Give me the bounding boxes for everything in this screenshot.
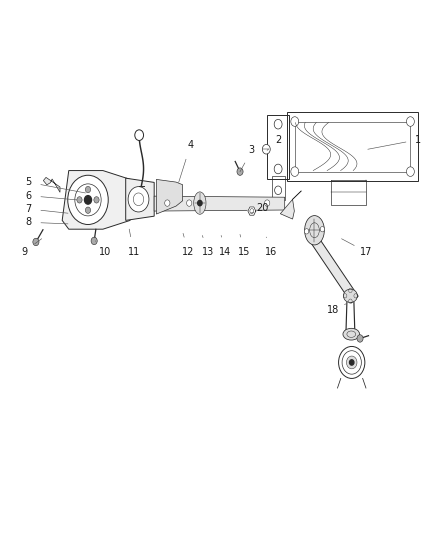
Polygon shape — [43, 177, 60, 192]
Circle shape — [91, 237, 97, 245]
Circle shape — [128, 187, 149, 212]
Circle shape — [262, 144, 270, 154]
Polygon shape — [154, 196, 285, 211]
Text: 2: 2 — [275, 135, 281, 144]
Circle shape — [406, 167, 414, 176]
Bar — [267, 115, 289, 179]
Circle shape — [275, 186, 282, 195]
Ellipse shape — [343, 328, 360, 340]
Text: 12: 12 — [182, 247, 194, 256]
Text: 14: 14 — [219, 247, 232, 256]
Ellipse shape — [343, 289, 357, 303]
Circle shape — [94, 197, 99, 203]
Text: 4: 4 — [187, 140, 194, 150]
Bar — [272, 176, 285, 200]
Text: 17: 17 — [360, 247, 372, 256]
Circle shape — [339, 346, 365, 378]
Polygon shape — [307, 231, 358, 303]
Bar — [287, 112, 418, 181]
Circle shape — [291, 167, 299, 176]
Polygon shape — [126, 178, 154, 221]
Text: 16: 16 — [265, 247, 278, 256]
Circle shape — [350, 360, 354, 365]
Circle shape — [85, 196, 92, 204]
Polygon shape — [248, 207, 256, 215]
Circle shape — [357, 335, 363, 342]
Circle shape — [304, 229, 309, 234]
Text: 7: 7 — [25, 204, 32, 214]
Circle shape — [406, 117, 414, 126]
Text: 11: 11 — [127, 247, 140, 256]
Ellipse shape — [304, 215, 324, 245]
Text: 15: 15 — [238, 247, 251, 256]
Circle shape — [85, 187, 91, 193]
Circle shape — [187, 200, 192, 206]
Text: 3: 3 — [249, 146, 255, 155]
Circle shape — [265, 200, 270, 206]
Polygon shape — [62, 171, 130, 229]
Polygon shape — [156, 180, 183, 214]
Bar — [331, 180, 366, 205]
Circle shape — [68, 175, 108, 224]
Text: 13: 13 — [202, 247, 214, 256]
Text: 10: 10 — [99, 247, 111, 256]
Circle shape — [33, 238, 39, 246]
Circle shape — [85, 207, 91, 213]
Text: 18: 18 — [327, 305, 339, 315]
Circle shape — [274, 119, 282, 129]
Text: 1: 1 — [415, 135, 421, 144]
Bar — [295, 122, 410, 172]
Circle shape — [291, 117, 299, 126]
Text: 6: 6 — [25, 191, 32, 200]
Circle shape — [346, 356, 357, 369]
Circle shape — [320, 227, 325, 232]
Circle shape — [274, 164, 282, 174]
Text: 9: 9 — [21, 247, 27, 256]
Circle shape — [198, 200, 202, 206]
Circle shape — [77, 197, 82, 203]
Ellipse shape — [194, 192, 206, 214]
Circle shape — [237, 168, 243, 175]
Text: 5: 5 — [25, 177, 32, 187]
Circle shape — [135, 130, 144, 141]
Text: 20: 20 — [257, 203, 269, 213]
Polygon shape — [280, 191, 301, 219]
Circle shape — [165, 200, 170, 206]
Text: 8: 8 — [25, 217, 32, 227]
